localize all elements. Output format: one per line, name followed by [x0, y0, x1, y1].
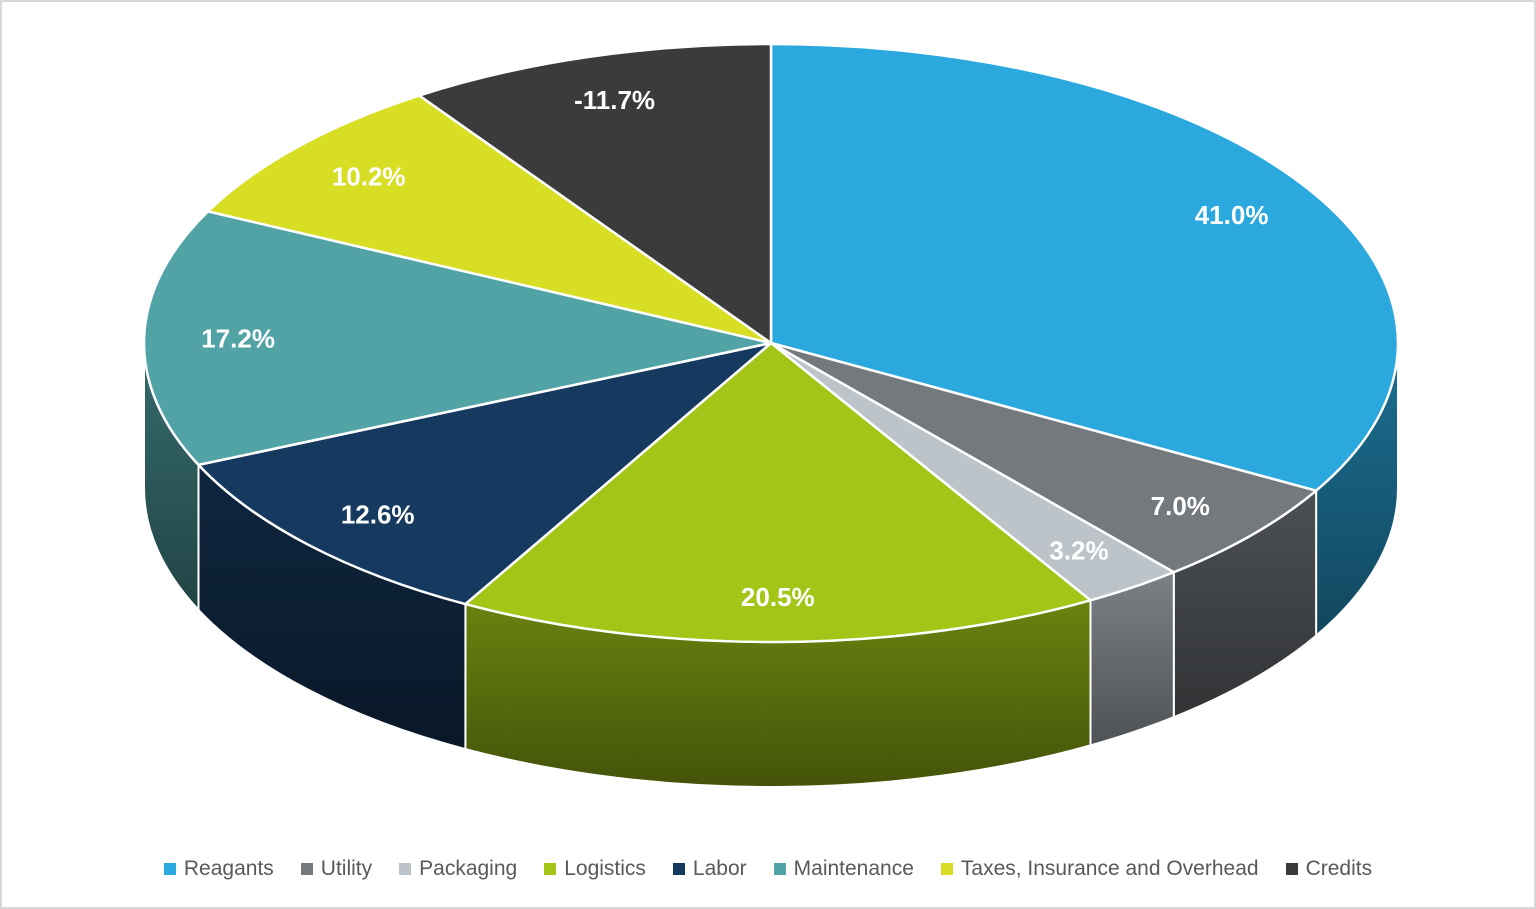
legend-marker-packaging [399, 863, 412, 875]
pie-slice-taxes-insurance-and-overhead[interactable] [206, 94, 773, 345]
legend-label: Logistics [564, 857, 646, 880]
legend-item-taxes-insurance-and-overhead[interactable]: Taxes, Insurance and Overhead [940, 857, 1259, 881]
pie-slice-logistics[interactable] [464, 341, 1092, 644]
pie-slice-utility[interactable] [769, 341, 1318, 574]
legend-item-packaging[interactable]: Packaging [399, 857, 517, 881]
data-label-labor: 12.6% [341, 500, 415, 530]
legend-item-maintenance[interactable]: Maintenance [773, 857, 914, 881]
legend-marker-logistics [544, 863, 557, 875]
legend-label: Taxes, Insurance and Overhead [960, 857, 1259, 880]
data-label-packaging: 3.2% [1049, 535, 1108, 565]
legend-label: Maintenance [793, 857, 914, 880]
legend-item-labor[interactable]: Labor [672, 857, 747, 881]
legend: Reagants Utility Packaging Logistics Labor Ma… [2, 857, 1534, 881]
pie-slice-side-packaging [1089, 571, 1175, 747]
legend-label: Packaging [419, 857, 518, 880]
legend-label: Labor [692, 857, 747, 880]
legend-item-reagants[interactable]: Reagants [163, 857, 274, 881]
data-label-taxes-insurance-and-overhead: 10.2% [332, 161, 406, 191]
legend-marker-labor [672, 863, 685, 875]
legend-label: Utility [320, 857, 373, 880]
pie-slice-reagants[interactable] [769, 42, 1400, 492]
pie-slice-labor[interactable] [197, 341, 773, 606]
legend-label: Reagants [183, 857, 274, 880]
legend-label: Credits [1305, 857, 1373, 880]
data-label-utility: 7.0% [1151, 491, 1210, 521]
legend-marker-taxes-insurance-and-overhead [940, 863, 953, 875]
data-label-reagants: 41.0% [1195, 200, 1269, 230]
legend-marker-reagants [163, 863, 176, 875]
legend-marker-utility [300, 863, 313, 875]
pie-slice-credits[interactable] [417, 42, 773, 345]
pie-slice-maintenance[interactable] [142, 210, 773, 467]
legend-item-credits[interactable]: Credits [1285, 857, 1373, 881]
legend-item-logistics[interactable]: Logistics [544, 857, 646, 881]
legend-marker-credits [1285, 863, 1298, 875]
data-label-credits: -11.7% [574, 85, 655, 115]
legend-marker-maintenance [773, 863, 786, 875]
legend-item-utility[interactable]: Utility [300, 857, 373, 881]
data-label-logistics: 20.5% [741, 582, 815, 612]
data-label-maintenance: 17.2% [201, 324, 275, 354]
